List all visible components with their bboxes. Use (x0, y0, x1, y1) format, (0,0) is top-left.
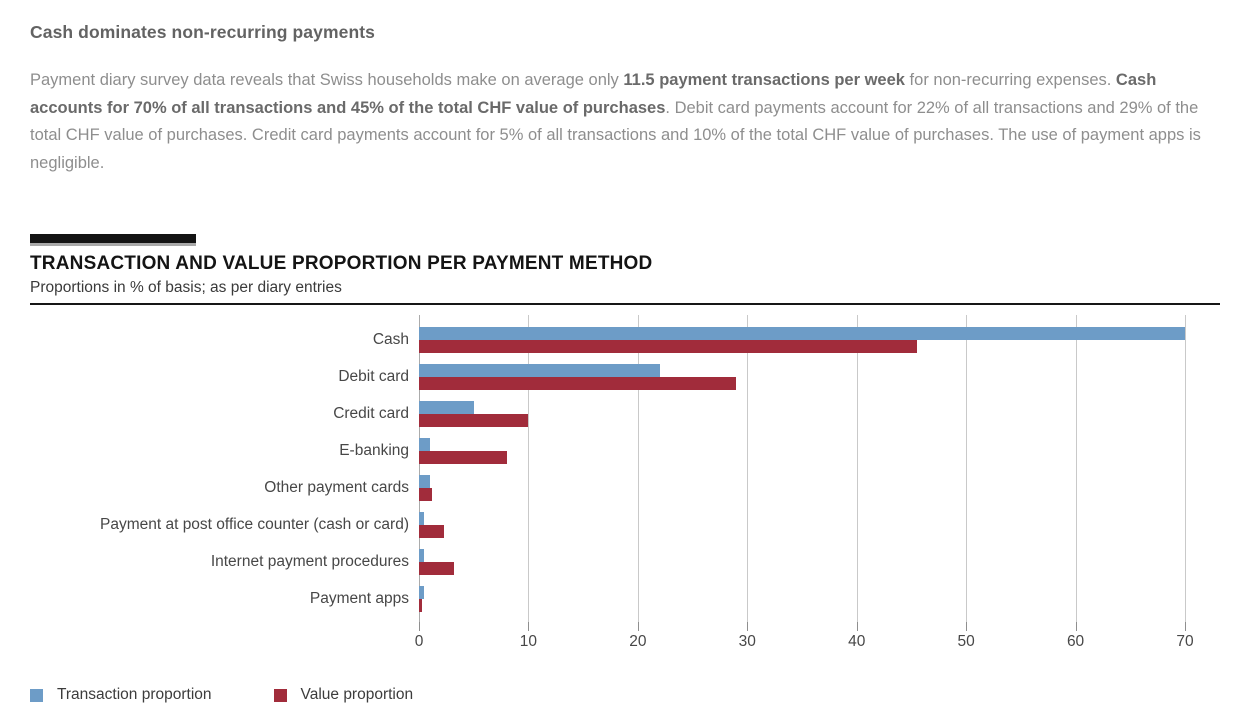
bar-value-proportion (419, 599, 423, 612)
chart-row: Cash (373, 327, 1185, 353)
body-paragraph: Payment diary survey data reveals that S… (30, 67, 1232, 177)
axis-tick (419, 622, 420, 631)
chart-row: E-banking (339, 438, 1185, 464)
chart-row: Debit card (338, 364, 1185, 390)
axis-tick-layer (419, 622, 1186, 631)
gridline (966, 315, 968, 622)
category-label: Credit card (333, 405, 409, 422)
axis-tick-label: 20 (629, 633, 647, 650)
chart-row: Other payment cards (264, 475, 1185, 501)
axis-tick (1075, 622, 1077, 631)
chart-title: TRANSACTION AND VALUE PROPORTION PER PAY… (30, 253, 653, 274)
axis-tick (856, 622, 858, 631)
plot-wrap: Cash Debit card Credit card E-banking Other … (100, 315, 1232, 653)
gridline (637, 315, 639, 622)
category-label: E-banking (339, 442, 409, 459)
legend-label: Value proportion (300, 686, 414, 703)
chart-legend: Transaction proportion Value proportion (30, 686, 1232, 704)
bar-value-proportion (419, 377, 737, 390)
bar-value-proportion (419, 340, 917, 353)
category-label: Internet payment procedures (210, 553, 409, 570)
legend-swatch (30, 688, 43, 702)
gridline (747, 315, 749, 622)
chart-row: Payment apps (310, 586, 1185, 612)
chart-header-rule (30, 303, 1220, 305)
legend-label: Transaction proportion (57, 686, 212, 703)
bar-value-proportion (419, 525, 445, 538)
plot-area: Cash Debit card Credit card E-banking Other … (100, 315, 1186, 622)
axis-tick (637, 622, 639, 631)
axis-tick (528, 622, 530, 631)
bar-value-proportion (419, 562, 455, 575)
category-label: Payment at post office counter (cash or … (99, 516, 409, 533)
axis-tick (966, 622, 968, 631)
chart-subtitle: Proportions in % of basis; as per diary … (30, 279, 342, 296)
bar-transaction-proportion (419, 512, 425, 525)
gridline (1075, 315, 1077, 622)
axis-tick-label: 60 (1066, 633, 1085, 650)
paragraph-bold-text: 11.5 payment transactions per week (623, 71, 905, 89)
bar-value-proportion (419, 414, 529, 427)
axis-tick-label: 50 (957, 633, 975, 650)
paragraph-text: Payment diary survey data reveals that S… (30, 71, 624, 89)
legend-swatch (273, 688, 287, 702)
bar-transaction-proportion (419, 438, 430, 451)
axis-tick-label: 30 (738, 633, 756, 650)
axis-tick (1185, 622, 1186, 631)
axis-tick-labels: 0 10 20 30 40 50 60 70 (415, 633, 1194, 653)
chart-block: TRANSACTION AND VALUE PROPORTION PER PAY… (30, 234, 1232, 704)
chart-row: Payment at post office counter (cash or … (100, 512, 1185, 538)
gridline (528, 315, 530, 622)
page-heading: Cash dominates non-recurring payments (30, 22, 376, 42)
category-label: Debit card (338, 368, 409, 385)
axis-tick-label: 70 (1176, 633, 1194, 650)
bar-transaction-proportion (419, 475, 430, 488)
category-label: Other payment cards (264, 479, 409, 496)
bar-transaction-proportion (419, 327, 1185, 340)
bar-value-proportion (419, 488, 433, 501)
axis-tick-label: 0 (414, 633, 424, 650)
axis-tick-label: 10 (519, 633, 538, 650)
paragraph-text: for non-recurring expenses. (904, 71, 1116, 89)
paragraph-bold-text: Cash accounts for 70% of all transaction… (30, 71, 1157, 117)
bar-transaction-proportion (419, 586, 425, 599)
gridline (856, 315, 858, 622)
chart-kicker-bar (30, 234, 196, 246)
gridline (1185, 315, 1186, 622)
chart-row: Credit card (333, 401, 1185, 427)
chart-row: Internet payment procedures (211, 549, 1185, 575)
bar-transaction-proportion (419, 364, 660, 377)
bar-value-proportion (419, 451, 507, 464)
axis-tick (747, 622, 749, 631)
axis-zero-line (419, 315, 420, 622)
legend-item: Transaction proportion (30, 686, 212, 704)
bar-transaction-proportion (419, 401, 474, 414)
category-label: Payment apps (309, 590, 409, 607)
axis-tick-label: 40 (848, 633, 866, 650)
legend-item: Value proportion (273, 686, 414, 704)
bar-transaction-proportion (419, 549, 425, 562)
paragraph-text: . Debit card payments account for 22% of… (30, 98, 1201, 172)
category-label: Cash (372, 331, 409, 348)
